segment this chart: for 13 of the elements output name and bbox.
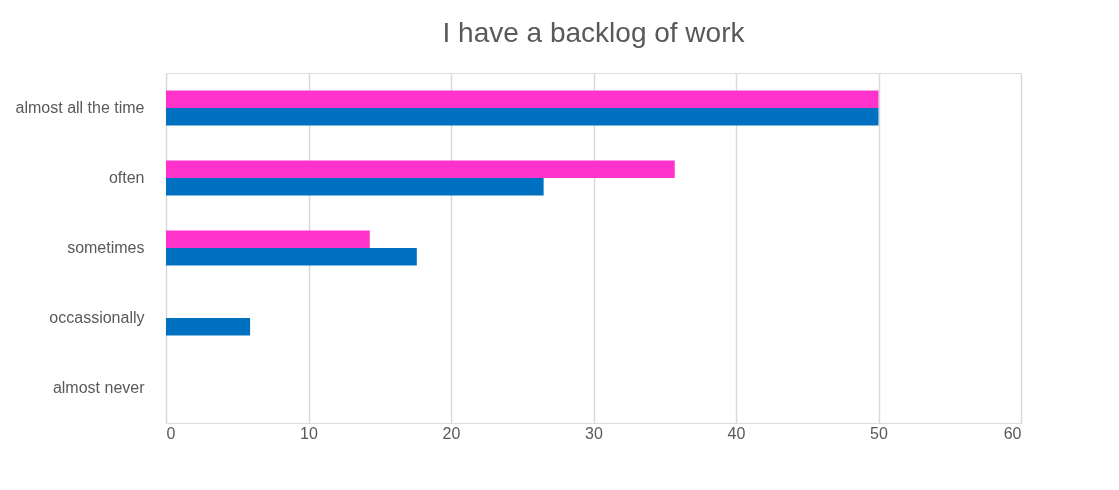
x-tick-label: 10 [300,424,318,442]
x-tick-label: 20 [442,424,461,442]
y-tick-label: often [108,169,145,186]
y-tick-label: occassionally [49,309,145,326]
chart-title: I have a backlog of work [442,17,746,48]
x-tick-label: 60 [1003,424,1022,442]
y-tick-label: almost all the time [15,99,145,116]
y-tick-label: sometimes [67,239,145,256]
x-tick-label: 50 [870,424,888,442]
y-tick-label: almost never [52,379,146,396]
x-tick-label: 40 [727,424,746,442]
x-tick-label: 0 [166,424,176,442]
x-tick-label: 30 [585,424,603,442]
